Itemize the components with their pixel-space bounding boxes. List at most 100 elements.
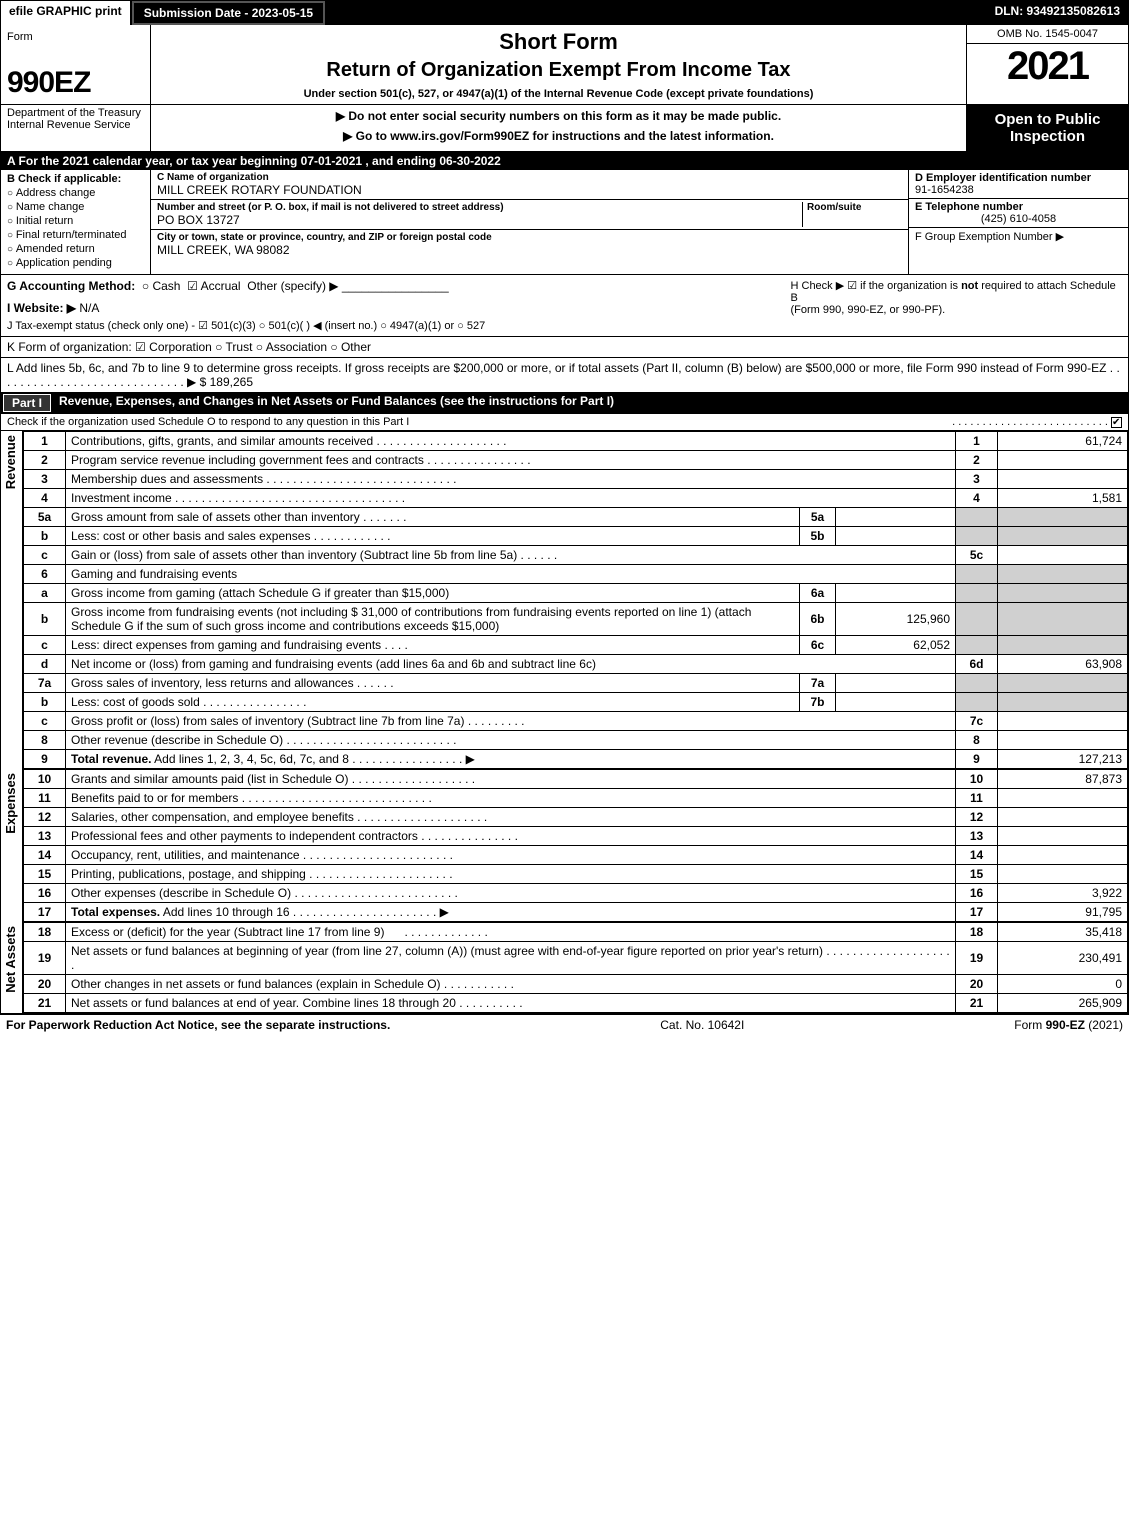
- part1-label: Part I: [3, 394, 51, 412]
- line-9: 9Total revenue. Add lines 1, 2, 3, 4, 5c…: [24, 750, 1128, 769]
- submission-date: Submission Date - 2023-05-15: [132, 1, 325, 25]
- j-tax-exempt: J Tax-exempt status (check only one) - ☑…: [7, 319, 781, 332]
- footer-form-ref: Form 990-EZ (2021): [1014, 1018, 1123, 1032]
- line-5a: 5aGross amount from sale of assets other…: [24, 508, 1128, 527]
- line-10: 10Grants and similar amounts paid (list …: [24, 770, 1128, 789]
- g-label: G Accounting Method:: [7, 279, 135, 293]
- c-name-label: C Name of organization: [157, 172, 902, 183]
- line-14: 14Occupancy, rent, utilities, and mainte…: [24, 846, 1128, 865]
- line-6a: aGross income from gaming (attach Schedu…: [24, 584, 1128, 603]
- i-label: I Website: ▶: [7, 301, 76, 315]
- line-7a: 7aGross sales of inventory, less returns…: [24, 674, 1128, 693]
- goto-link[interactable]: ▶ Go to www.irs.gov/Form990EZ for instru…: [155, 129, 962, 143]
- efile-label: efile GRAPHIC print: [1, 1, 132, 25]
- form-word: Form: [7, 31, 33, 43]
- header-row-1: Form 990EZ Short Form Return of Organiza…: [1, 25, 1128, 105]
- column-d-ids: D Employer identification number 91-1654…: [908, 170, 1128, 274]
- line-6d: dNet income or (loss) from gaming and fu…: [24, 655, 1128, 674]
- line-2: 2Program service revenue including gover…: [24, 451, 1128, 470]
- expenses-section: Expenses 10Grants and similar amounts pa…: [1, 769, 1128, 922]
- line-8: 8Other revenue (describe in Schedule O) …: [24, 731, 1128, 750]
- part1-title: Revenue, Expenses, and Changes in Net As…: [59, 394, 614, 412]
- net-assets-tab: Net Assets: [1, 922, 23, 1013]
- cb-address-change[interactable]: Address change: [7, 187, 144, 199]
- g-other[interactable]: Other (specify) ▶: [247, 279, 338, 293]
- c-city-label: City or town, state or province, country…: [157, 232, 902, 243]
- revenue-section: Revenue 1Contributions, gifts, grants, a…: [1, 431, 1128, 769]
- group-exemption-label: F Group Exemption Number ▶: [915, 230, 1122, 243]
- info-block: B Check if applicable: Address change Na…: [1, 170, 1128, 275]
- cb-name-change[interactable]: Name change: [7, 201, 144, 213]
- h-section: H Check ▶ ☑ if the organization is not r…: [781, 279, 1123, 332]
- cb-amended-return[interactable]: Amended return: [7, 243, 144, 255]
- line-k: K Form of organization: ☑ Corporation ○ …: [1, 337, 1128, 358]
- line-5b: bLess: cost or other basis and sales exp…: [24, 527, 1128, 546]
- under-section-text: Under section 501(c), 527, or 4947(a)(1)…: [161, 88, 956, 100]
- line-l: L Add lines 5b, 6c, and 7b to line 9 to …: [1, 358, 1128, 392]
- net-assets-table: 18Excess or (deficit) for the year (Subt…: [23, 922, 1128, 1013]
- tel-value: (425) 610-4058: [915, 213, 1122, 225]
- line-7c: cGross profit or (loss) from sales of in…: [24, 712, 1128, 731]
- tax-year: 2021: [967, 44, 1128, 89]
- line-21: 21Net assets or fund balances at end of …: [24, 994, 1128, 1013]
- part1-subtext: Check if the organization used Schedule …: [1, 414, 1128, 431]
- website-value: N/A: [79, 301, 99, 315]
- org-name: MILL CREEK ROTARY FOUNDATION: [157, 183, 902, 197]
- line-12: 12Salaries, other compensation, and empl…: [24, 808, 1128, 827]
- cb-final-return[interactable]: Final return/terminated: [7, 229, 144, 241]
- org-street: PO BOX 13727: [157, 213, 802, 227]
- line-3: 3Membership dues and assessments . . . .…: [24, 470, 1128, 489]
- net-assets-section: Net Assets 18Excess or (deficit) for the…: [1, 922, 1128, 1013]
- line-7b: bLess: cost of goods sold . . . . . . . …: [24, 693, 1128, 712]
- line-15: 15Printing, publications, postage, and s…: [24, 865, 1128, 884]
- revenue-table: 1Contributions, gifts, grants, and simil…: [23, 431, 1128, 769]
- line-19: 19Net assets or fund balances at beginni…: [24, 942, 1128, 975]
- form-number: 990EZ: [7, 66, 144, 100]
- room-label: Room/suite: [807, 202, 902, 213]
- warning-text: ▶ Do not enter social security numbers o…: [155, 109, 962, 123]
- tel-label: E Telephone number: [915, 201, 1122, 213]
- part1-schedule-o-checkbox[interactable]: [1111, 417, 1122, 428]
- line-1: 1Contributions, gifts, grants, and simil…: [24, 432, 1128, 451]
- line-6: 6Gaming and fundraising events: [24, 565, 1128, 584]
- line-20: 20Other changes in net assets or fund ba…: [24, 975, 1128, 994]
- expenses-tab: Expenses: [1, 769, 23, 922]
- line-6b: bGross income from fundraising events (n…: [24, 603, 1128, 636]
- expenses-table: 10Grants and similar amounts paid (list …: [23, 769, 1128, 922]
- top-bar: efile GRAPHIC print Submission Date - 20…: [1, 1, 1128, 25]
- line-5c: cGain or (loss) from sale of assets othe…: [24, 546, 1128, 565]
- page-footer: For Paperwork Reduction Act Notice, see …: [0, 1014, 1129, 1035]
- section-a-period: A For the 2021 calendar year, or tax yea…: [1, 152, 1128, 170]
- g-accrual[interactable]: Accrual: [201, 279, 241, 293]
- ein-label: D Employer identification number: [915, 172, 1122, 184]
- dln-label: DLN: 93492135082613: [987, 1, 1128, 25]
- line-18: 18Excess or (deficit) for the year (Subt…: [24, 923, 1128, 942]
- cb-application-pending[interactable]: Application pending: [7, 257, 144, 269]
- line-11: 11Benefits paid to or for members . . . …: [24, 789, 1128, 808]
- org-city: MILL CREEK, WA 98082: [157, 243, 902, 257]
- header-row-2: Department of the Treasury Internal Reve…: [1, 105, 1128, 152]
- line-6c: cLess: direct expenses from gaming and f…: [24, 636, 1128, 655]
- short-form-title: Short Form: [161, 29, 956, 55]
- line-17: 17Total expenses. Add lines 10 through 1…: [24, 903, 1128, 922]
- c-street-label: Number and street (or P. O. box, if mail…: [157, 202, 802, 213]
- line-4: 4Investment income . . . . . . . . . . .…: [24, 489, 1128, 508]
- line-16: 16Other expenses (describe in Schedule O…: [24, 884, 1128, 903]
- column-c-org-info: C Name of organization MILL CREEK ROTARY…: [151, 170, 908, 274]
- part1-header: Part I Revenue, Expenses, and Changes in…: [1, 392, 1128, 414]
- revenue-tab: Revenue: [1, 431, 23, 769]
- b-label: B Check if applicable:: [7, 173, 144, 185]
- line-13: 13Professional fees and other payments t…: [24, 827, 1128, 846]
- footer-cat-no: Cat. No. 10642I: [660, 1018, 744, 1032]
- line-g-h: G Accounting Method: ○ Cash ☑ Accrual Ot…: [1, 275, 1128, 337]
- form-container: efile GRAPHIC print Submission Date - 20…: [0, 0, 1129, 1014]
- irs-label: Internal Revenue Service: [7, 119, 144, 131]
- dept-treasury: Department of the Treasury: [7, 107, 144, 119]
- footer-left: For Paperwork Reduction Act Notice, see …: [6, 1018, 390, 1032]
- ein-value: 91-1654238: [915, 184, 1122, 196]
- cb-initial-return[interactable]: Initial return: [7, 215, 144, 227]
- column-b-checkboxes: B Check if applicable: Address change Na…: [1, 170, 151, 274]
- g-cash[interactable]: Cash: [152, 279, 180, 293]
- return-title: Return of Organization Exempt From Incom…: [161, 59, 956, 82]
- open-public-box: Open to Public Inspection: [966, 105, 1128, 151]
